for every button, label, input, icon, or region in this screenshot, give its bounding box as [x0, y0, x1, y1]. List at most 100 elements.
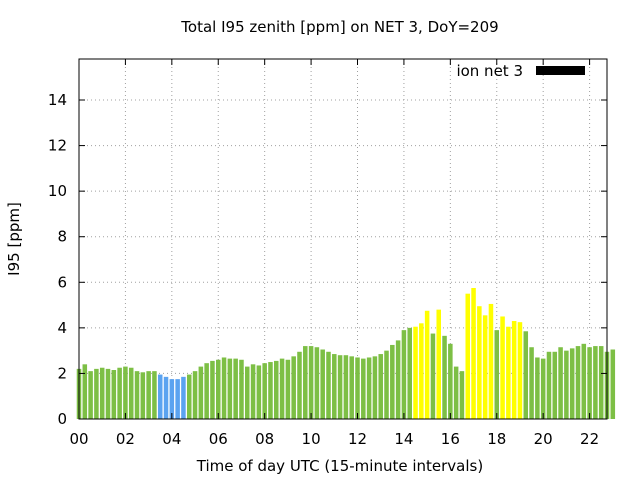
bar [558, 347, 563, 419]
bar [256, 365, 262, 419]
x-tick-label: 12 [348, 430, 367, 448]
x-tick-label: 16 [441, 430, 460, 448]
y-tick-label: 0 [57, 410, 67, 428]
x-tick-label: 20 [534, 430, 553, 448]
bar [198, 366, 204, 419]
bar [163, 376, 169, 419]
bar [436, 309, 441, 419]
bar [314, 347, 320, 419]
bar [99, 367, 105, 419]
x-tick-label: 00 [69, 430, 88, 448]
x-tick-label: 10 [302, 430, 321, 448]
y-tick-label: 10 [48, 182, 67, 200]
bar [320, 349, 325, 419]
x-tick-label: 02 [116, 430, 135, 448]
bar [361, 358, 366, 419]
bar [291, 356, 296, 419]
x-tick-label: 04 [162, 430, 181, 448]
bar [384, 350, 389, 419]
bar [535, 357, 540, 419]
bar [204, 363, 209, 419]
bar [175, 379, 180, 419]
bar [529, 347, 534, 419]
bar-series [76, 287, 616, 419]
x-tick-label: 08 [255, 430, 274, 448]
bar [395, 340, 401, 419]
bar [88, 371, 93, 419]
bar [192, 371, 198, 419]
bar [372, 356, 378, 419]
bar [575, 346, 581, 419]
bar [140, 372, 146, 419]
bar [378, 354, 383, 419]
legend-label: ion net 3 [456, 62, 523, 80]
bar [349, 356, 354, 419]
bar [332, 354, 337, 419]
bar [105, 368, 111, 419]
bar [157, 374, 163, 419]
x-tick-label: 22 [580, 430, 599, 448]
bar [430, 333, 436, 419]
x-tick-label: 06 [209, 430, 228, 448]
bar [227, 358, 233, 419]
bar [169, 379, 175, 419]
bar [581, 343, 587, 419]
bar [523, 331, 529, 419]
bar [268, 362, 273, 419]
bar [546, 351, 552, 419]
bar [598, 346, 604, 419]
bar [337, 355, 343, 419]
chart-title: Total I95 zenith [ppm] on NET 3, DoY=209 [180, 18, 498, 36]
legend: ion net 3 [456, 62, 585, 80]
bar [448, 343, 453, 419]
bar [94, 368, 99, 419]
bar [610, 349, 616, 419]
bar [355, 357, 360, 419]
bar [303, 346, 308, 419]
bar [413, 326, 418, 419]
bar [401, 330, 407, 419]
bar [262, 363, 267, 419]
y-tick-label: 8 [57, 228, 67, 246]
bar [593, 346, 598, 419]
bar [245, 366, 250, 419]
bar [181, 376, 186, 419]
bar [366, 357, 372, 419]
bar [123, 366, 128, 419]
bar [239, 359, 244, 419]
bar [343, 355, 349, 419]
bar [82, 364, 88, 419]
bar [482, 315, 488, 419]
bar [233, 358, 238, 419]
bar [552, 351, 558, 419]
y-ticks: 0 2 4 6 8 10 12 14 [48, 91, 607, 428]
plot-frame [78, 58, 608, 420]
bar [419, 323, 424, 419]
bar [210, 360, 215, 419]
y-tick-label: 14 [48, 91, 67, 109]
bar [471, 287, 476, 419]
bar [250, 364, 256, 419]
bar [540, 358, 546, 419]
bar [308, 346, 314, 419]
x-tick-label: 18 [487, 430, 506, 448]
bar [279, 358, 285, 419]
bar [453, 366, 459, 419]
bar [517, 322, 523, 419]
y-tick-label: 2 [57, 364, 67, 382]
bar [500, 316, 505, 419]
bar [390, 344, 395, 419]
bar [407, 327, 412, 419]
legend-swatch [536, 66, 585, 75]
x-tick-label: 14 [394, 430, 413, 448]
bar [297, 351, 302, 419]
bar [326, 351, 331, 419]
bar [152, 371, 157, 419]
bar [215, 359, 221, 419]
bar [511, 321, 517, 419]
bar [442, 335, 447, 419]
bar [111, 370, 117, 419]
bar [128, 367, 134, 419]
x-axis-label: Time of day UTC (15-minute intervals) [196, 457, 483, 475]
